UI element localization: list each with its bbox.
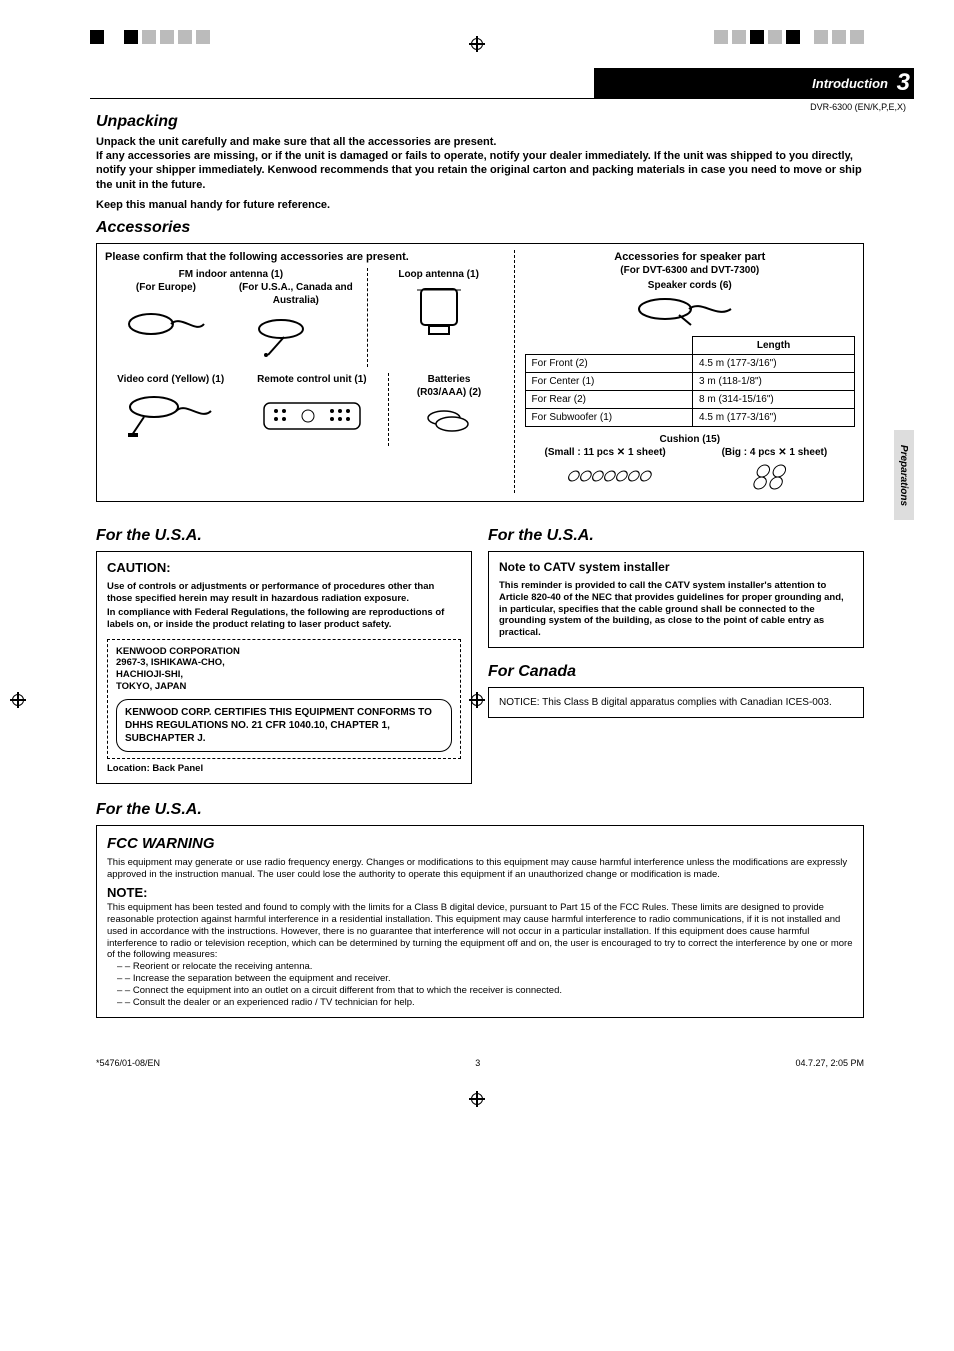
section-label: Introduction [812, 76, 888, 93]
table-row: For Subwoofer (1)4.5 m (177-3/16") [525, 409, 854, 427]
footer-center: 3 [475, 1058, 480, 1070]
right-reg-col: For the U.S.A. Note to CATV system insta… [488, 520, 864, 784]
fcc-warning-title: FCC WARNING [107, 834, 853, 854]
fm-antenna-us-icon [235, 307, 357, 367]
crop-left [90, 30, 210, 44]
list-item: Increase the separation between the equi… [117, 973, 853, 985]
cushion-small-label: (Small : 11 pcs ✕ 1 sheet) [525, 446, 686, 459]
page-header: Introduction 3 DVR-6300 (EN/K,P,E,X) [0, 68, 954, 106]
caution-p2: In compliance with Federal Regulations, … [107, 607, 461, 631]
footer-left: *5476/01-08/EN [96, 1058, 160, 1070]
spk-header1: Accessories for speaker part [525, 250, 855, 264]
fm-title: FM indoor antenna (1) [105, 268, 357, 281]
speaker-table: Length For Front (2)4.5 m (177-3/16") Fo… [525, 336, 855, 427]
accessories-left: Please confirm that the following access… [105, 250, 502, 493]
length-header: Length [693, 337, 855, 355]
accessories-confirm: Please confirm that the following access… [105, 250, 502, 264]
usa-title-1: For the U.S.A. [96, 526, 472, 547]
corp1: KENWOOD CORPORATION [116, 646, 452, 658]
caution-p1: Use of controls or adjustments or perfor… [107, 581, 461, 605]
canada-title: For Canada [488, 662, 864, 683]
batt-label2: (R03/AAA) (2) [397, 386, 502, 399]
cushion-big-icon [694, 459, 855, 493]
remote-label: Remote control unit (1) [246, 373, 377, 386]
list-item: Consult the dealer or an experienced rad… [117, 997, 853, 1009]
register-target-icon [10, 692, 26, 708]
video-cord-icon [105, 386, 236, 446]
table-row: For Rear (2)8 m (314-15/16") [525, 391, 854, 409]
keep-manual: Keep this manual handy for future refere… [96, 198, 864, 212]
cushion-big-label: (Big : 4 pcs ✕ 1 sheet) [694, 446, 855, 459]
caution-heading: CAUTION: [107, 560, 461, 577]
catv-sub: Note to CATV system installer [499, 560, 853, 576]
fm-us-label: (For U.S.A., Canada and Australia) [235, 281, 357, 307]
speaker-cord-icon [525, 292, 855, 332]
batteries-icon [397, 399, 502, 439]
corp4: TOKYO, JAPAN [116, 681, 452, 693]
unpacking-para: Unpack the unit carefully and make sure … [96, 135, 864, 192]
batt-label: Batteries [397, 373, 502, 386]
loop-label: Loop antenna (1) [376, 268, 502, 281]
side-tab-label: Preparations [898, 444, 911, 505]
unpacking-title: Unpacking [96, 112, 864, 133]
usa-title-3: For the U.S.A. [96, 800, 864, 821]
video-label: Video cord (Yellow) (1) [105, 373, 236, 386]
footer-right: 04.7.27, 2:05 PM [795, 1058, 864, 1070]
fcc-p2: This equipment has been tested and found… [107, 902, 853, 961]
cert-outer: KENWOOD CORPORATION 2967-3, ISHIKAWA-CHO… [107, 639, 461, 760]
catv-body: This reminder is provided to call the CA… [499, 580, 853, 639]
table-row: For Center (1)3 m (118-1/8") [525, 373, 854, 391]
side-tab: Preparations [894, 430, 914, 520]
fcc-box: FCC WARNING This equipment may generate … [96, 825, 864, 1018]
list-item: Connect the equipment into an outlet on … [117, 985, 853, 997]
list-item: Reorient or relocate the receiving anten… [117, 961, 853, 973]
crop-right [714, 30, 864, 44]
location-label: Location: Back Panel [107, 763, 461, 775]
corp3: HACHIOJI-SHI, [116, 669, 452, 681]
fm-antenna-eu-icon [105, 294, 227, 354]
section-bar: Introduction 3 [594, 68, 914, 98]
fcc-p1: This equipment may generate or use radio… [107, 857, 853, 881]
register-target-icon [469, 36, 485, 52]
accessories-right: Accessories for speaker part (For DVT-63… [514, 250, 855, 493]
fcc-list: Reorient or relocate the receiving anten… [107, 961, 853, 1009]
loop-antenna-icon [376, 281, 502, 341]
spk-cords-label: Speaker cords (6) [525, 279, 855, 292]
corp2: 2967-3, ISHIKAWA-CHO, [116, 657, 452, 669]
usa-caution-col: For the U.S.A. CAUTION: Use of controls … [96, 520, 472, 784]
crop-marks-top [0, 30, 954, 58]
remote-icon [246, 386, 377, 446]
spk-header2: (For DVT-6300 and DVT-7300) [525, 264, 855, 277]
table-row: For Front (2)4.5 m (177-3/16") [525, 355, 854, 373]
accessories-title: Accessories [96, 218, 864, 239]
catv-box: Note to CATV system installer This remin… [488, 551, 864, 648]
cushion-small-icon [525, 459, 686, 493]
canada-box: NOTICE: This Class B digital apparatus c… [488, 687, 864, 718]
page-number-large: 3 [897, 67, 910, 98]
fcc-note: NOTE: [107, 885, 853, 902]
accessories-box: Please confirm that the following access… [96, 243, 864, 502]
cert-inner: KENWOOD CORP. CERTIFIES THIS EQUIPMENT C… [116, 699, 452, 752]
canada-body: NOTICE: This Class B digital apparatus c… [499, 696, 853, 709]
cushion-title: Cushion (15) [525, 433, 855, 446]
usa-title-2: For the U.S.A. [488, 526, 864, 547]
register-target-icon [469, 1091, 485, 1107]
caution-box: CAUTION: Use of controls or adjustments … [96, 551, 472, 784]
fm-eu-label: (For Europe) [105, 281, 227, 294]
page-footer: *5476/01-08/EN 3 04.7.27, 2:05 PM [96, 1058, 864, 1090]
